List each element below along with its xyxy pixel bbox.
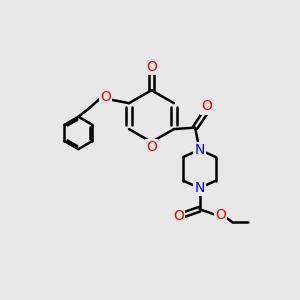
Text: O: O	[146, 60, 157, 74]
Text: O: O	[100, 90, 111, 104]
Text: O: O	[202, 99, 212, 113]
Text: N: N	[194, 143, 205, 157]
Text: O: O	[215, 208, 226, 221]
Text: O: O	[173, 209, 184, 223]
Text: O: O	[146, 140, 157, 154]
Text: N: N	[194, 181, 205, 195]
